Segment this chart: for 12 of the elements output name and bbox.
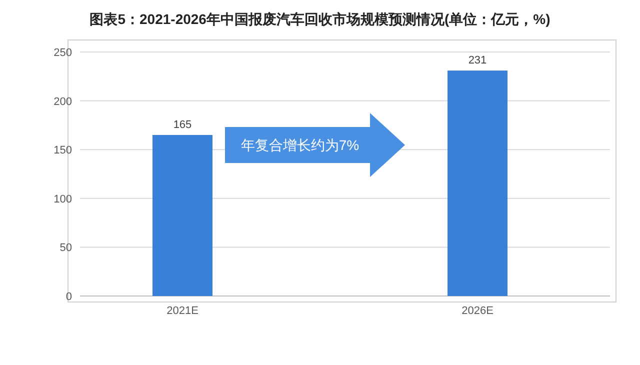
chart-title: 图表5：2021-2026年中国报废汽车回收市场规模预测情况(单位：亿元，%) xyxy=(90,11,550,27)
x-tick-label: 2026E xyxy=(462,305,494,317)
annotation: 年复合增长约为7% xyxy=(240,137,360,153)
y-tick-label: 150 xyxy=(54,144,72,157)
data-label: 165 xyxy=(173,118,192,131)
y-tick-label: 200 xyxy=(54,96,72,108)
y-tick-label: 100 xyxy=(54,193,72,206)
x-tick-label: 2021E xyxy=(166,305,198,317)
y-tick-label: 50 xyxy=(60,242,72,254)
data-label: 231 xyxy=(468,54,487,67)
y-tick-label: 250 xyxy=(54,47,72,59)
y-tick-label: 0 xyxy=(66,291,72,303)
